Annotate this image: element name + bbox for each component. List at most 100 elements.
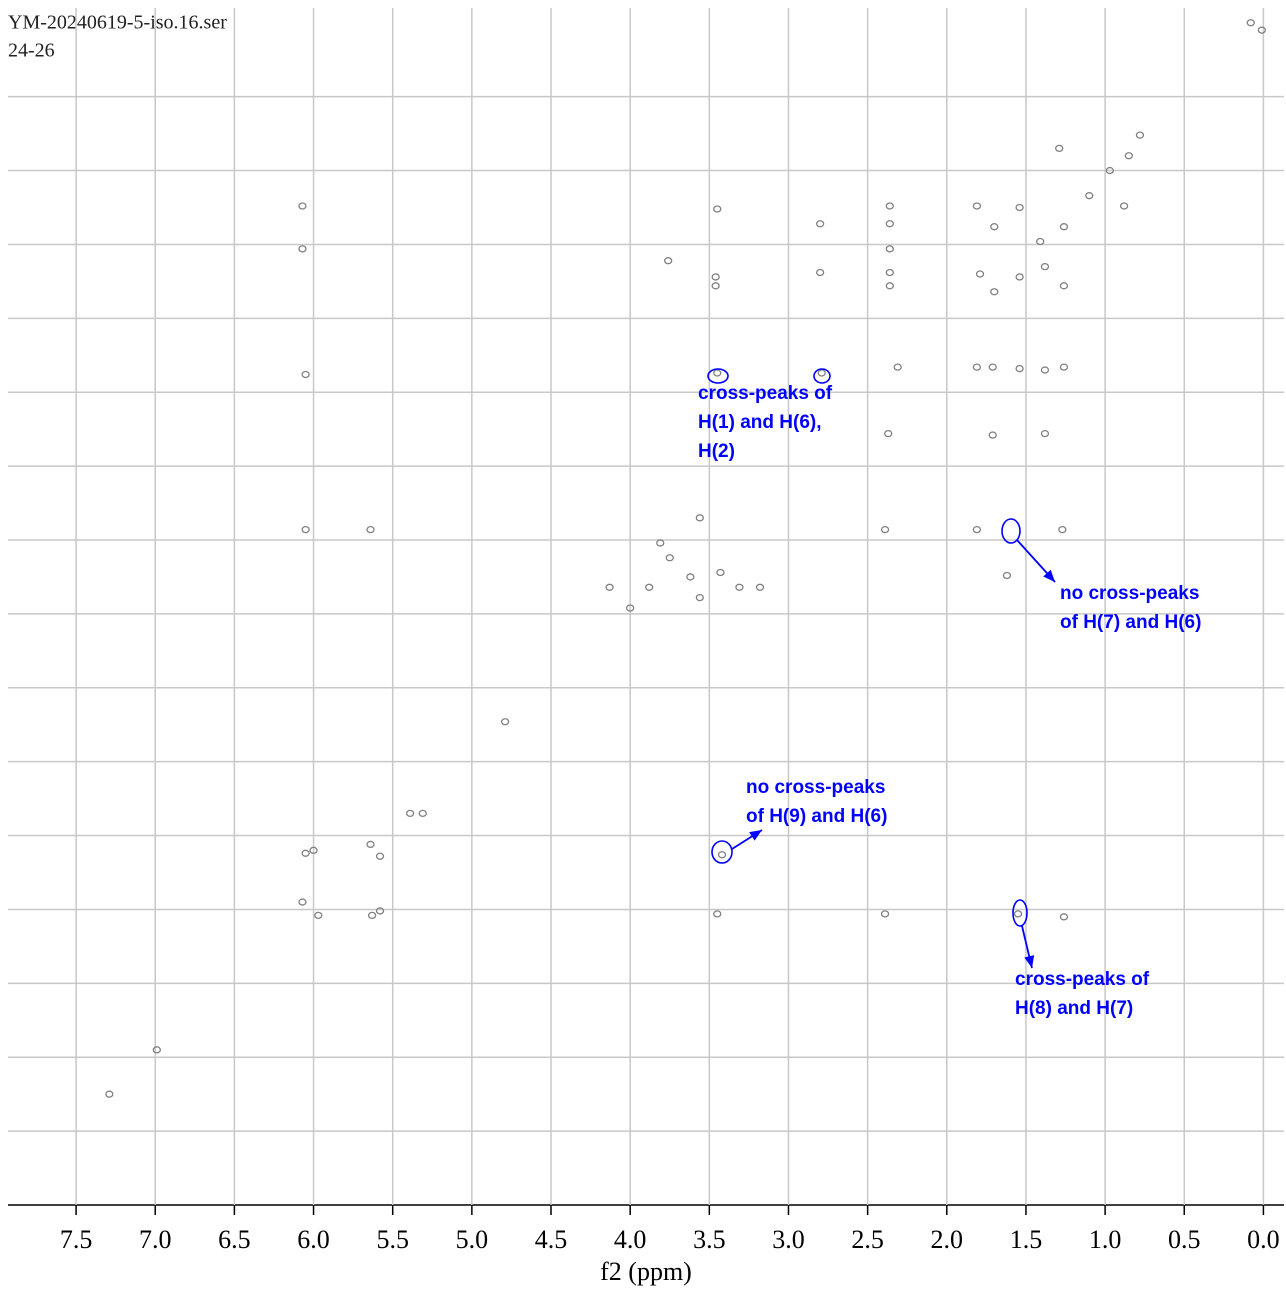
cross-peak (755, 583, 765, 591)
cross-peak (626, 604, 635, 612)
cross-peak (695, 593, 704, 602)
cross-peak (405, 809, 415, 818)
cross-peak (1105, 166, 1115, 175)
cross-peak (309, 846, 318, 854)
annotation-text: cross-peaks of (1015, 969, 1150, 990)
cross-peak (301, 526, 310, 534)
cross-peak (1036, 237, 1045, 246)
annotation-text: no cross-peaks (1060, 583, 1199, 604)
cross-peak (1119, 202, 1129, 210)
cross-peak (298, 202, 307, 210)
cross-peak (1040, 262, 1050, 271)
x-tick-label: 3.5 (693, 1225, 726, 1254)
cross-peak (735, 583, 744, 591)
x-tick-label: 7.0 (139, 1225, 172, 1254)
cross-peak (817, 369, 826, 377)
cross-peak (375, 852, 385, 860)
cross-peak (1040, 429, 1050, 438)
x-tick-label: 0.5 (1168, 1225, 1201, 1254)
cross-peak (975, 270, 985, 278)
cross-peak (972, 526, 982, 534)
cross-peak (972, 202, 982, 210)
cross-peak (301, 370, 310, 379)
x-tick-label: 1.0 (1089, 1225, 1122, 1254)
cross-peak (988, 431, 997, 439)
cross-peak (152, 1046, 161, 1054)
cross-peak (885, 268, 894, 277)
cross-peak (716, 568, 725, 577)
cross-peak (711, 282, 720, 290)
cross-peak (1058, 526, 1067, 534)
cross-peak (605, 583, 614, 591)
annotation-circle (813, 368, 831, 384)
annotation-text: cross-peaks of (698, 383, 833, 404)
x-tick-label: 2.5 (851, 1225, 884, 1254)
cross-peak (880, 526, 890, 534)
cross-peak (1257, 26, 1266, 34)
header-line: YM-20240619-5-iso.16.ser (8, 12, 227, 34)
cross-peak (1040, 366, 1050, 374)
x-tick-label: 0.0 (1247, 1225, 1280, 1254)
cross-peak (990, 288, 999, 296)
cross-peak (893, 363, 902, 371)
cross-peak (884, 429, 893, 438)
annotation-circle (707, 368, 729, 384)
cross-peak (711, 273, 720, 281)
annotation-circle (711, 840, 733, 864)
cross-peak (366, 840, 375, 849)
cross-peak (105, 1090, 114, 1098)
annotation-text: H(8) and H(7) (1015, 998, 1133, 1019)
cross-peak (885, 245, 894, 253)
cross-peak (1015, 203, 1024, 212)
cross-peak (645, 583, 654, 591)
x-tick-label: 1.5 (1010, 1225, 1043, 1254)
x-tick-label: 2.0 (931, 1225, 964, 1254)
cross-peak (695, 514, 704, 522)
cross-peak (298, 245, 307, 253)
cross-peak (713, 910, 722, 918)
cross-peak (298, 898, 307, 906)
cross-peak (664, 257, 673, 265)
cross-peak (1135, 131, 1145, 139)
cross-peak (880, 910, 890, 918)
cross-peak (1059, 223, 1069, 231)
cross-peak (1015, 273, 1024, 281)
cross-peak (1059, 913, 1069, 921)
cross-peak (314, 911, 323, 920)
annotation-text: H(2) (698, 441, 735, 462)
x-tick-label: 5.0 (456, 1225, 489, 1254)
cross-peak (1013, 910, 1023, 918)
cross-peak (988, 363, 997, 371)
cross-peak (656, 539, 665, 547)
cross-peak (686, 573, 695, 581)
cross-peak (717, 851, 727, 859)
cross-peak (972, 363, 982, 371)
cross-peak (418, 809, 427, 818)
cross-peak (500, 718, 510, 726)
cross-peak (366, 526, 375, 534)
header-line: 24-26 (8, 40, 55, 62)
cross-peak (1246, 19, 1255, 27)
annotation-circle (1001, 518, 1021, 544)
annotation-circle (1012, 899, 1028, 927)
x-tick-label: 4.0 (614, 1225, 647, 1254)
cross-peak (301, 849, 310, 857)
x-tick-label: 5.5 (376, 1225, 409, 1254)
x-tick-label: 3.0 (772, 1225, 805, 1254)
cross-peak (1015, 364, 1024, 373)
annotation-text: H(1) and H(6), (698, 412, 822, 433)
x-axis-label: f2 (ppm) (600, 1257, 692, 1286)
annotation-text: of H(9) and H(6) (746, 806, 887, 827)
arrow-head (749, 830, 762, 841)
cross-peak (367, 911, 377, 920)
cross-peak (1059, 282, 1069, 290)
cross-peak (1055, 144, 1064, 153)
x-tick-label: 7.5 (60, 1225, 93, 1254)
cross-peak (713, 369, 722, 377)
annotation-text: no cross-peaks (746, 777, 885, 798)
x-tick-label: 4.5 (535, 1225, 568, 1254)
arrow-head (1043, 569, 1055, 582)
x-tick-label: 6.5 (218, 1225, 251, 1254)
cross-peak (1124, 152, 1134, 160)
cross-peak (1059, 363, 1069, 371)
